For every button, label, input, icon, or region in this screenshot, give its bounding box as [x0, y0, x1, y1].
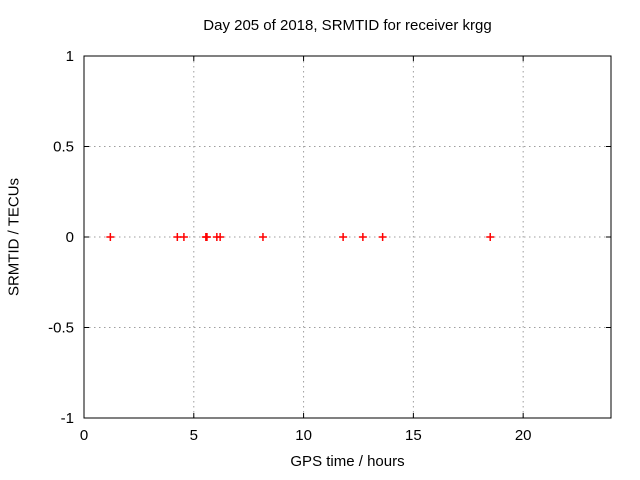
- x-tick-label: 0: [80, 427, 88, 444]
- x-axis-label: GPS time / hours: [290, 453, 405, 470]
- plot-border: [83, 55, 612, 419]
- y-tick-label: -0.5: [48, 320, 74, 337]
- chart-title: Day 205 of 2018, SRMTID for receiver krg…: [203, 17, 492, 34]
- x-tick-label: 15: [405, 427, 422, 444]
- x-tick-label: 5: [190, 427, 198, 444]
- y-tick-label: 0.5: [53, 139, 74, 156]
- y-tick-label: 1: [66, 48, 74, 65]
- y-tick-label: 0: [66, 229, 74, 246]
- x-tick-label: 10: [295, 427, 312, 444]
- x-tick-label: 20: [515, 427, 532, 444]
- y-tick-label: -1: [61, 410, 74, 427]
